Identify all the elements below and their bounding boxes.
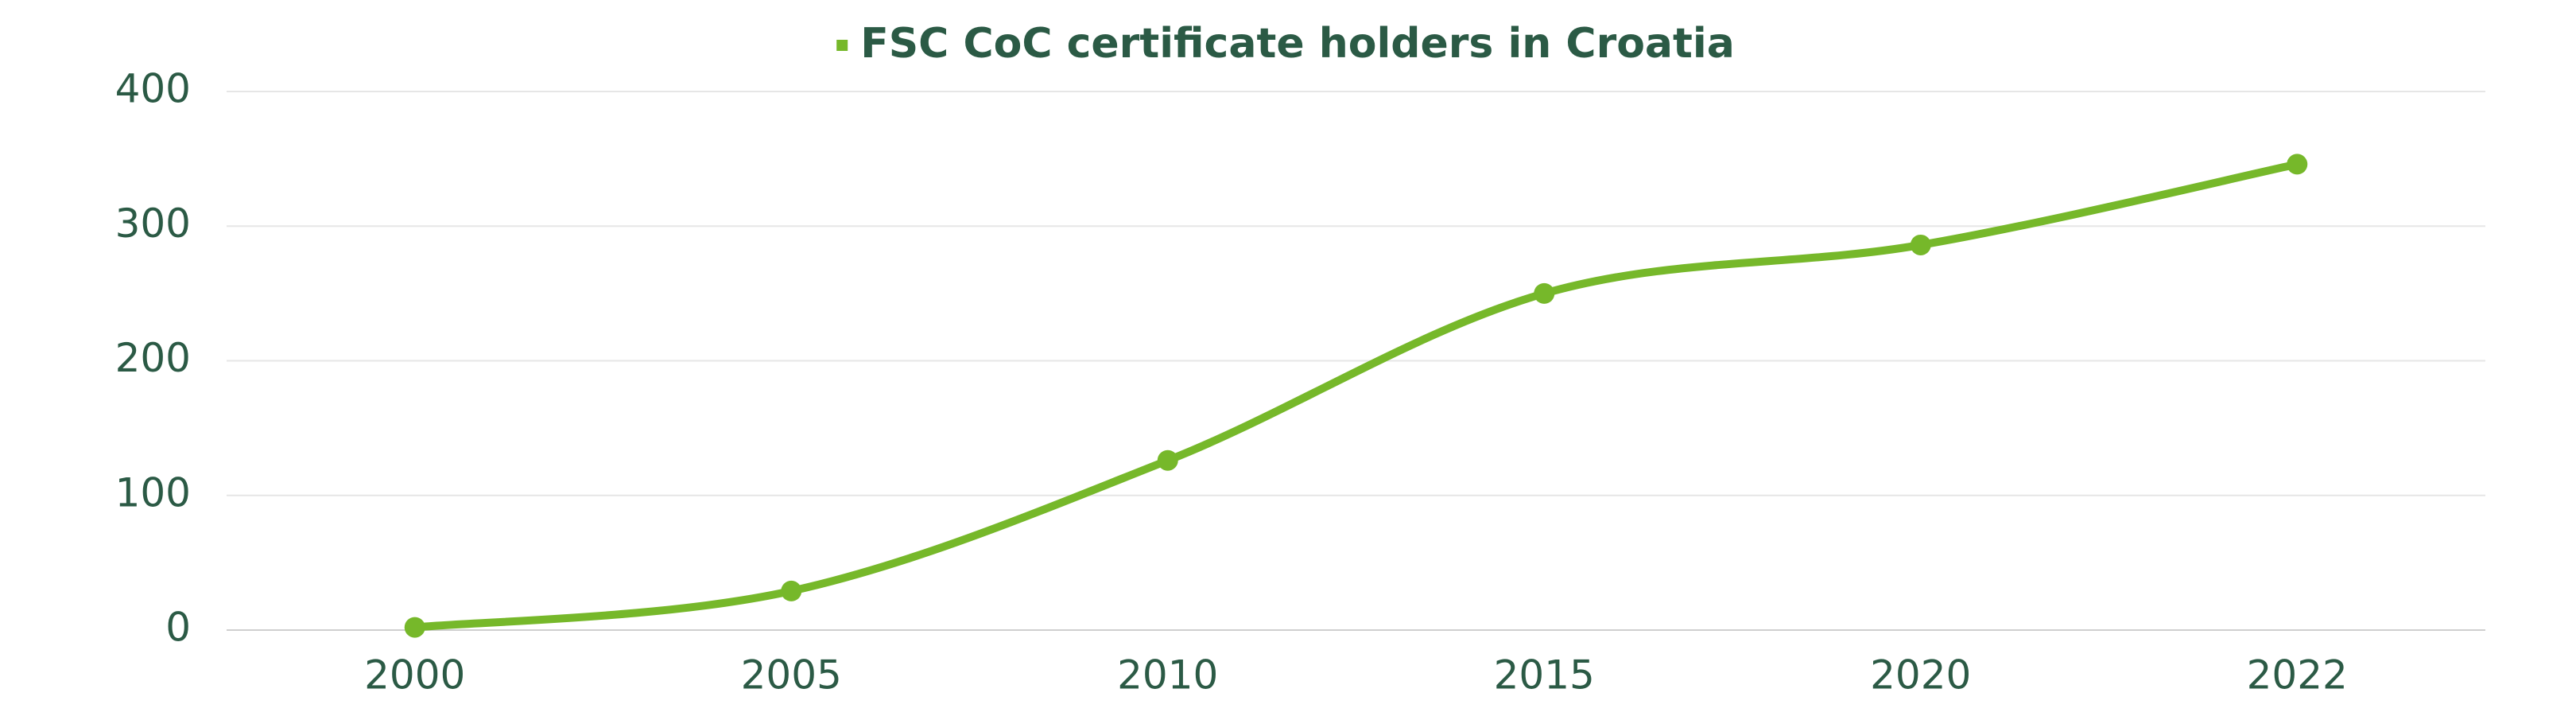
x-tick-label: 2005 (741, 652, 842, 698)
y-tick-label: 0 (165, 605, 191, 651)
data-point (2287, 154, 2308, 175)
x-tick-label: 2015 (1494, 652, 1595, 698)
legend-marker (836, 40, 848, 51)
x-tick-label: 2022 (2247, 652, 2348, 698)
data-point (404, 617, 425, 638)
y-tick-label: 100 (115, 469, 191, 516)
data-point (1910, 234, 1931, 255)
y-tick-label: 300 (115, 200, 191, 247)
x-tick-label: 2010 (1117, 652, 1218, 698)
series-line (410, 160, 2302, 632)
y-tick-label: 400 (115, 66, 191, 112)
data-point (1534, 282, 1555, 304)
data-point (781, 580, 802, 601)
y-tick-label: 200 (115, 335, 191, 381)
legend-label: FSC CoC certificate holders in Croatia (860, 20, 1735, 68)
data-point (1157, 449, 1178, 471)
x-tick-label: 2020 (1870, 652, 1971, 698)
x-tick-label: 2000 (364, 652, 465, 698)
